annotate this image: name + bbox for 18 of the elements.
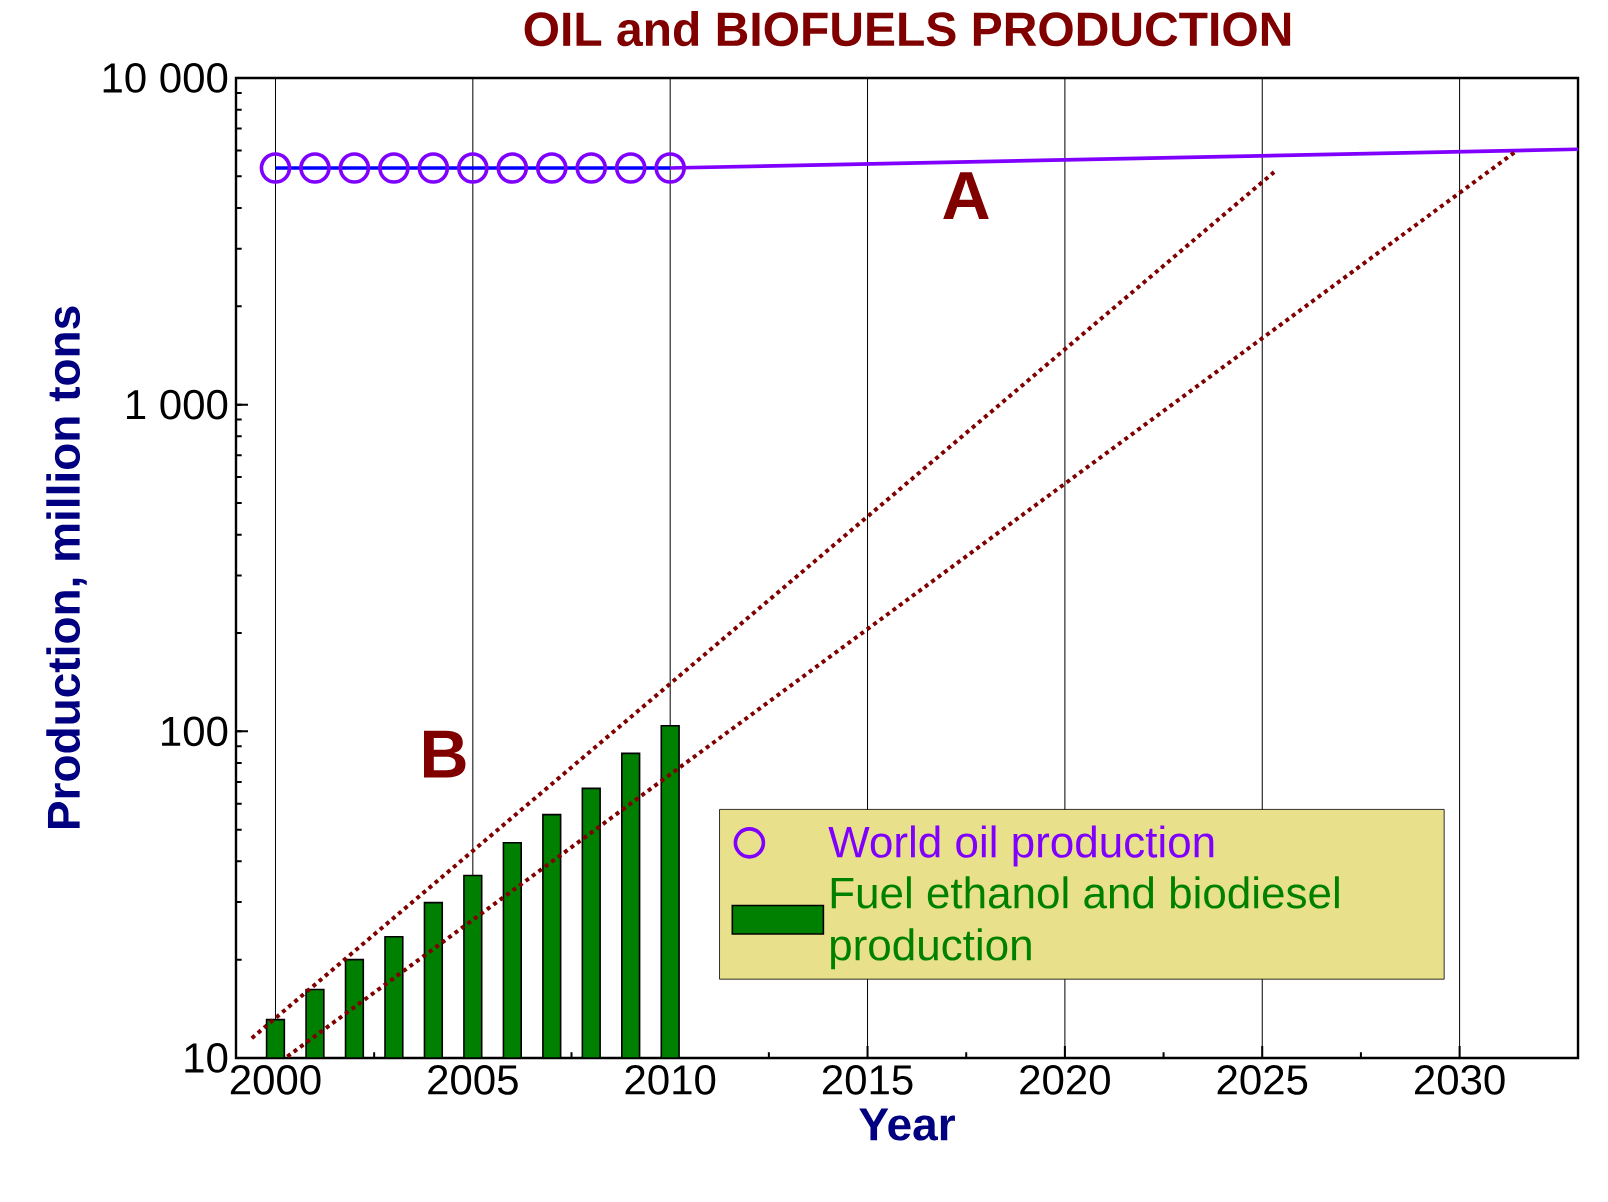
x-tick-label: 2010 <box>625 1065 716 1095</box>
legend-label: Fuel ethanol and biodiesel production <box>831 876 1339 970</box>
annotation: B <box>424 730 466 778</box>
x-axis-title: Year <box>859 1108 955 1141</box>
y-tick-label: 10 000 <box>103 63 228 93</box>
legend-label: World oil production <box>828 825 1214 867</box>
x-tick-label: 2020 <box>1020 1065 1110 1095</box>
y-tick-label: 10 <box>185 1043 228 1073</box>
x-tick-label: 2015 <box>822 1065 913 1095</box>
x-tick-label: 2005 <box>428 1065 518 1095</box>
x-tick-label: 2025 <box>1217 1065 1308 1095</box>
x-tick-label: 2000 <box>230 1065 321 1095</box>
annotation: A <box>943 172 989 219</box>
y-tick-label: 1 000 <box>127 389 228 420</box>
y-axis-title: Production, million tons <box>46 306 87 829</box>
x-tick-label: 2030 <box>1414 1065 1505 1095</box>
chart-title: OIL and BIOFUELS PRODUCTION <box>524 11 1291 47</box>
y-tick-label: 100 <box>162 716 228 747</box>
